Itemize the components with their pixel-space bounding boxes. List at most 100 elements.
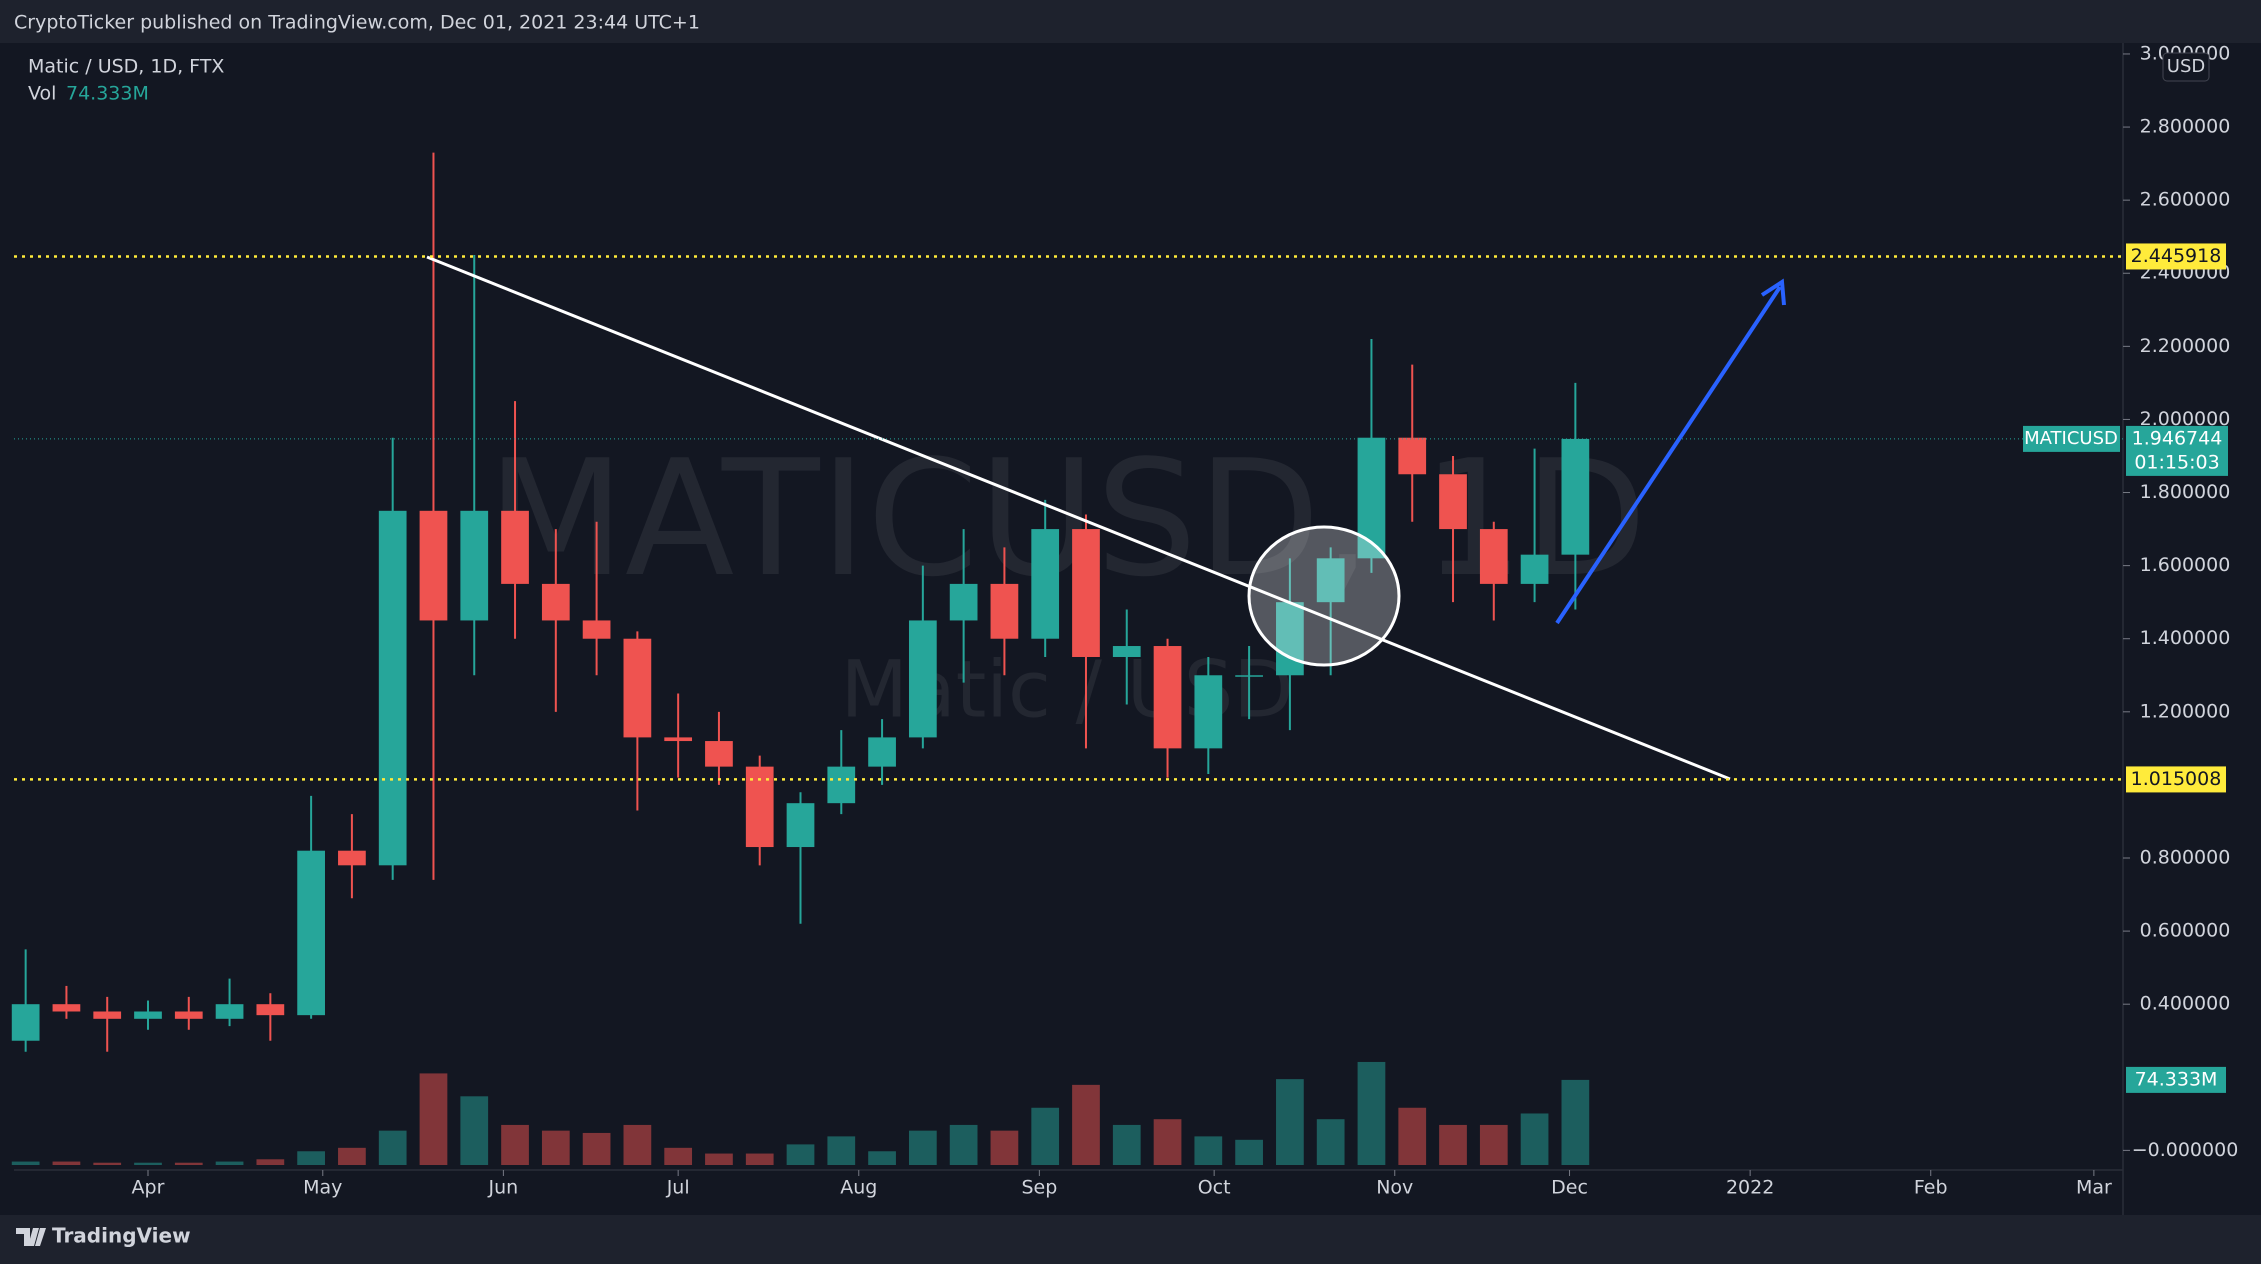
candle-body (1357, 437, 1386, 559)
volume-legend-value: 74.333M (66, 83, 149, 105)
y-tick-label: 1.800000 (2140, 481, 2231, 503)
candle-body (705, 741, 733, 767)
projection-arrow (1555, 285, 1782, 625)
level-label: 1.015008 (2131, 768, 2222, 790)
volume-bar (1072, 1084, 1100, 1165)
candle-body (868, 737, 896, 767)
volume-bar (134, 1162, 162, 1165)
x-tick-label: Dec (1551, 1177, 1588, 1199)
x-tick-label: Sep (1021, 1177, 1057, 1199)
volume-bar (1479, 1124, 1508, 1165)
y-tick-label: −0.000000 (2132, 1139, 2239, 1161)
y-tick-label: 2.200000 (2140, 335, 2231, 357)
candle-body (664, 737, 693, 742)
volume-bar (1031, 1107, 1060, 1165)
header-text: CryptoTicker published on TradingView.co… (14, 12, 700, 34)
candle-body (541, 583, 570, 621)
candle-body (623, 638, 652, 738)
candle-body (908, 620, 937, 738)
candle-body (1439, 474, 1467, 530)
volume-bar (338, 1147, 366, 1165)
candle-body (256, 1004, 285, 1016)
volume-bar (1316, 1119, 1345, 1165)
level-badge (2126, 766, 2226, 793)
price-badge (2126, 425, 2228, 476)
y-tick-label: 0.400000 (2140, 993, 2231, 1015)
volume-bar (174, 1162, 203, 1165)
volume-bar (52, 1161, 81, 1165)
candle-body (338, 850, 366, 866)
y-tick-label: 0.800000 (2140, 847, 2231, 869)
x-tick-label: Jun (488, 1177, 519, 1199)
candle-body (297, 850, 325, 1016)
x-tick-label: May (303, 1177, 342, 1199)
volume-bar (623, 1124, 652, 1165)
highlight-circle (1247, 525, 1401, 667)
volume-bar (582, 1132, 611, 1165)
candle-body (460, 510, 489, 621)
volume-bar (786, 1144, 815, 1165)
volume-bar (664, 1147, 693, 1165)
volume-bar (1357, 1061, 1386, 1165)
x-tick-label: 2022 (1726, 1177, 1774, 1199)
candle-body (419, 510, 448, 621)
tv-logo (16, 1228, 46, 1246)
x-tick-label: Mar (2076, 1177, 2112, 1199)
volume-bar (1276, 1079, 1304, 1165)
volume-bar (378, 1130, 407, 1165)
trend-line (426, 255, 1731, 781)
volume-bar (1112, 1124, 1141, 1165)
countdown: 01:15:03 (2134, 451, 2219, 473)
x-tick-label: Feb (1914, 1177, 1948, 1199)
level-badge (2126, 243, 2226, 270)
volume-bar (93, 1162, 122, 1165)
y-tick-label: 2.600000 (2140, 189, 2231, 211)
x-tick-label: Oct (1198, 1177, 1231, 1199)
candle-body (134, 1011, 162, 1019)
x-tick-label: Apr (132, 1177, 165, 1199)
volume-bar (908, 1130, 937, 1165)
volume-bar (1153, 1119, 1182, 1165)
volume-bar (215, 1161, 244, 1165)
candle-body (378, 510, 407, 866)
candle-body (1316, 558, 1345, 603)
volume-bar (1194, 1136, 1223, 1165)
candle-body (1276, 602, 1304, 676)
volume-badge-label: 74.333M (2135, 1068, 2218, 1090)
candle-body (501, 510, 529, 584)
watermark-sub: Matic / USD (841, 645, 1294, 735)
volume-bar (419, 1073, 448, 1165)
candle-body (1194, 675, 1223, 749)
volume-bar (11, 1161, 40, 1165)
volume-bar (256, 1159, 285, 1165)
y-tick-label: 1.400000 (2140, 627, 2231, 649)
symbol-line: Matic / USD, 1D, FTX (28, 56, 224, 78)
candle-body (93, 1011, 122, 1019)
candle-body (1112, 646, 1141, 657)
volume-bar (990, 1130, 1019, 1165)
y-tick-label: 1.200000 (2140, 700, 2231, 722)
level-label: 2.445918 (2131, 245, 2222, 267)
header-bar (0, 0, 2261, 43)
candle-body (582, 620, 611, 639)
footer-brand: TradingView (52, 1224, 191, 1248)
volume-bar (1561, 1079, 1590, 1165)
volume-name: Vol (28, 83, 56, 105)
overlay: 2.445918 1.015008 MATICUSD 1.94674401:15:03… (14, 52, 2228, 1093)
candle-body (949, 583, 978, 621)
arrow-head (1760, 278, 1786, 306)
x-tick-label: Nov (1376, 1177, 1413, 1199)
y-tick-label: 2.000000 (2140, 408, 2231, 430)
volume-bar (297, 1151, 325, 1165)
candle-body (1072, 529, 1100, 657)
volume-bar (705, 1153, 733, 1165)
x-tick-label: Aug (840, 1177, 877, 1199)
footer-bar (0, 1215, 2261, 1264)
candle-body (786, 803, 815, 848)
currency-label: USD (2167, 56, 2205, 77)
candle-body (52, 1004, 81, 1012)
candle-body (174, 1011, 203, 1019)
volume-bar (745, 1153, 774, 1165)
